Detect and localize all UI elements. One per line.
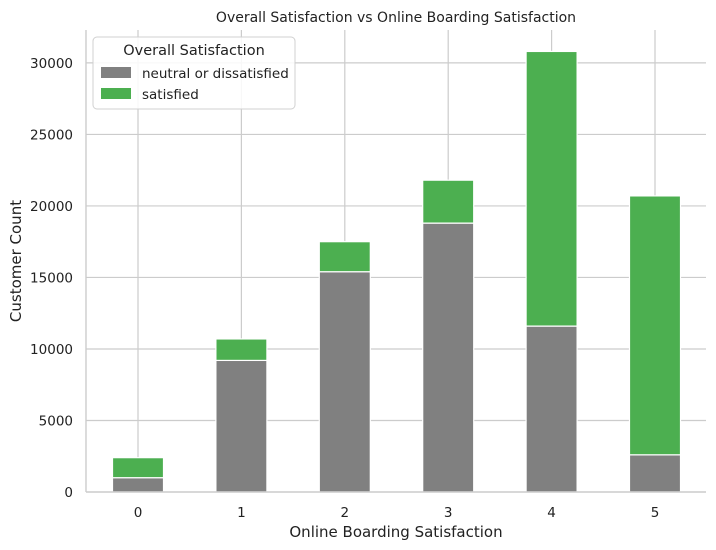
legend-label-neutral: neutral or dissatisfied	[142, 66, 289, 82]
y-tick-label: 30000	[30, 56, 73, 72]
bar-neutral-or-dissatisfied	[628, 454, 682, 493]
x-tick-label: 3	[444, 505, 453, 521]
legend-swatch-neutral	[101, 67, 131, 78]
bars	[111, 50, 682, 493]
y-axis-label: Customer Count	[7, 200, 25, 322]
y-tick-label: 20000	[30, 199, 73, 215]
legend-title: Overall Satisfaction	[123, 43, 265, 59]
bar-neutral-or-dissatisfied	[525, 325, 578, 493]
y-ticks: 0 5000 10000 15000 20000 25000 30000	[30, 56, 73, 501]
y-tick-label: 0	[64, 485, 73, 501]
bar-neutral-or-dissatisfied	[318, 271, 371, 493]
bar-satisfied	[628, 195, 682, 456]
x-tick-label: 2	[341, 505, 350, 521]
bar-neutral-or-dissatisfied	[422, 222, 475, 493]
legend-label-satisfied: satisfied	[142, 87, 199, 103]
bar-satisfied	[215, 338, 268, 362]
bar-neutral-or-dissatisfied	[111, 477, 165, 493]
legend: Overall Satisfaction neutral or dissatis…	[92, 36, 296, 110]
bar-satisfied	[525, 50, 578, 327]
x-tick-label: 5	[651, 505, 660, 521]
bar-neutral-or-dissatisfied	[215, 359, 268, 493]
x-tick-label: 4	[547, 505, 556, 521]
bar-satisfied	[111, 457, 165, 479]
y-tick-label: 5000	[39, 413, 73, 429]
chart-title: Overall Satisfaction vs Online Boarding …	[216, 10, 576, 26]
bar-satisfied	[318, 241, 371, 273]
bar-satisfied	[422, 179, 475, 224]
y-tick-label: 10000	[30, 342, 73, 358]
legend-swatch-satisfied	[101, 88, 131, 99]
legend-box	[92, 36, 296, 110]
x-axis-label: Online Boarding Satisfaction	[289, 523, 502, 541]
x-tick-label: 0	[134, 505, 143, 521]
y-tick-label: 15000	[30, 270, 73, 286]
y-tick-label: 25000	[30, 127, 73, 143]
x-ticks: 0 1 2 3 4 5	[134, 505, 660, 521]
x-tick-label: 1	[237, 505, 246, 521]
